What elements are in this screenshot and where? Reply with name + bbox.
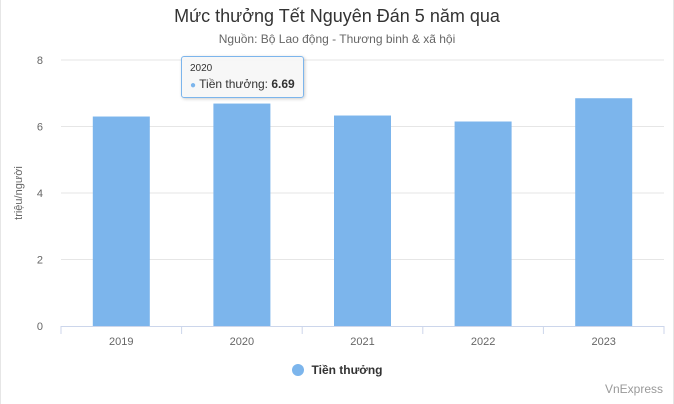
x-tick-label: 2020 <box>230 336 254 348</box>
y-tick-label: 4 <box>37 188 43 200</box>
tooltip-header: 2020 <box>190 63 213 74</box>
y-tick-label: 8 <box>37 55 43 67</box>
tooltip-marker: ● <box>190 80 197 91</box>
y-tick-label: 2 <box>37 255 43 267</box>
legend: Tiền thưởng <box>1 363 673 379</box>
legend-label: Tiền thưởng <box>311 363 383 377</box>
legend-marker <box>291 364 304 376</box>
bar[interactable] <box>575 98 633 326</box>
legend-item-tien-thuong[interactable]: Tiền thưởng <box>291 363 383 377</box>
x-tick-label: 2019 <box>109 336 133 348</box>
x-tick-label: 2021 <box>350 336 374 348</box>
credits-link[interactable]: VnExpress <box>604 382 663 396</box>
tooltip: 2020 ● Tiền thưởng: 6.69 <box>181 56 304 98</box>
bar[interactable] <box>213 103 271 327</box>
bar[interactable] <box>454 121 512 326</box>
tooltip-value: 6.69 <box>271 77 295 91</box>
bar[interactable] <box>92 116 150 327</box>
y-tick-label: 0 <box>37 321 43 333</box>
bar[interactable] <box>334 115 391 326</box>
x-tick-label: 2022 <box>471 336 495 348</box>
x-tick-label: 2023 <box>591 336 615 348</box>
y-tick-label: 6 <box>37 122 43 134</box>
tooltip-series-label: Tiền thưởng: <box>199 77 268 91</box>
chart-subtitle: Nguồn: Bộ Lao động - Thương binh & xã hộ… <box>218 32 456 46</box>
chart-title: Mức thưởng Tết Nguyên Đán 5 năm qua <box>174 6 500 26</box>
